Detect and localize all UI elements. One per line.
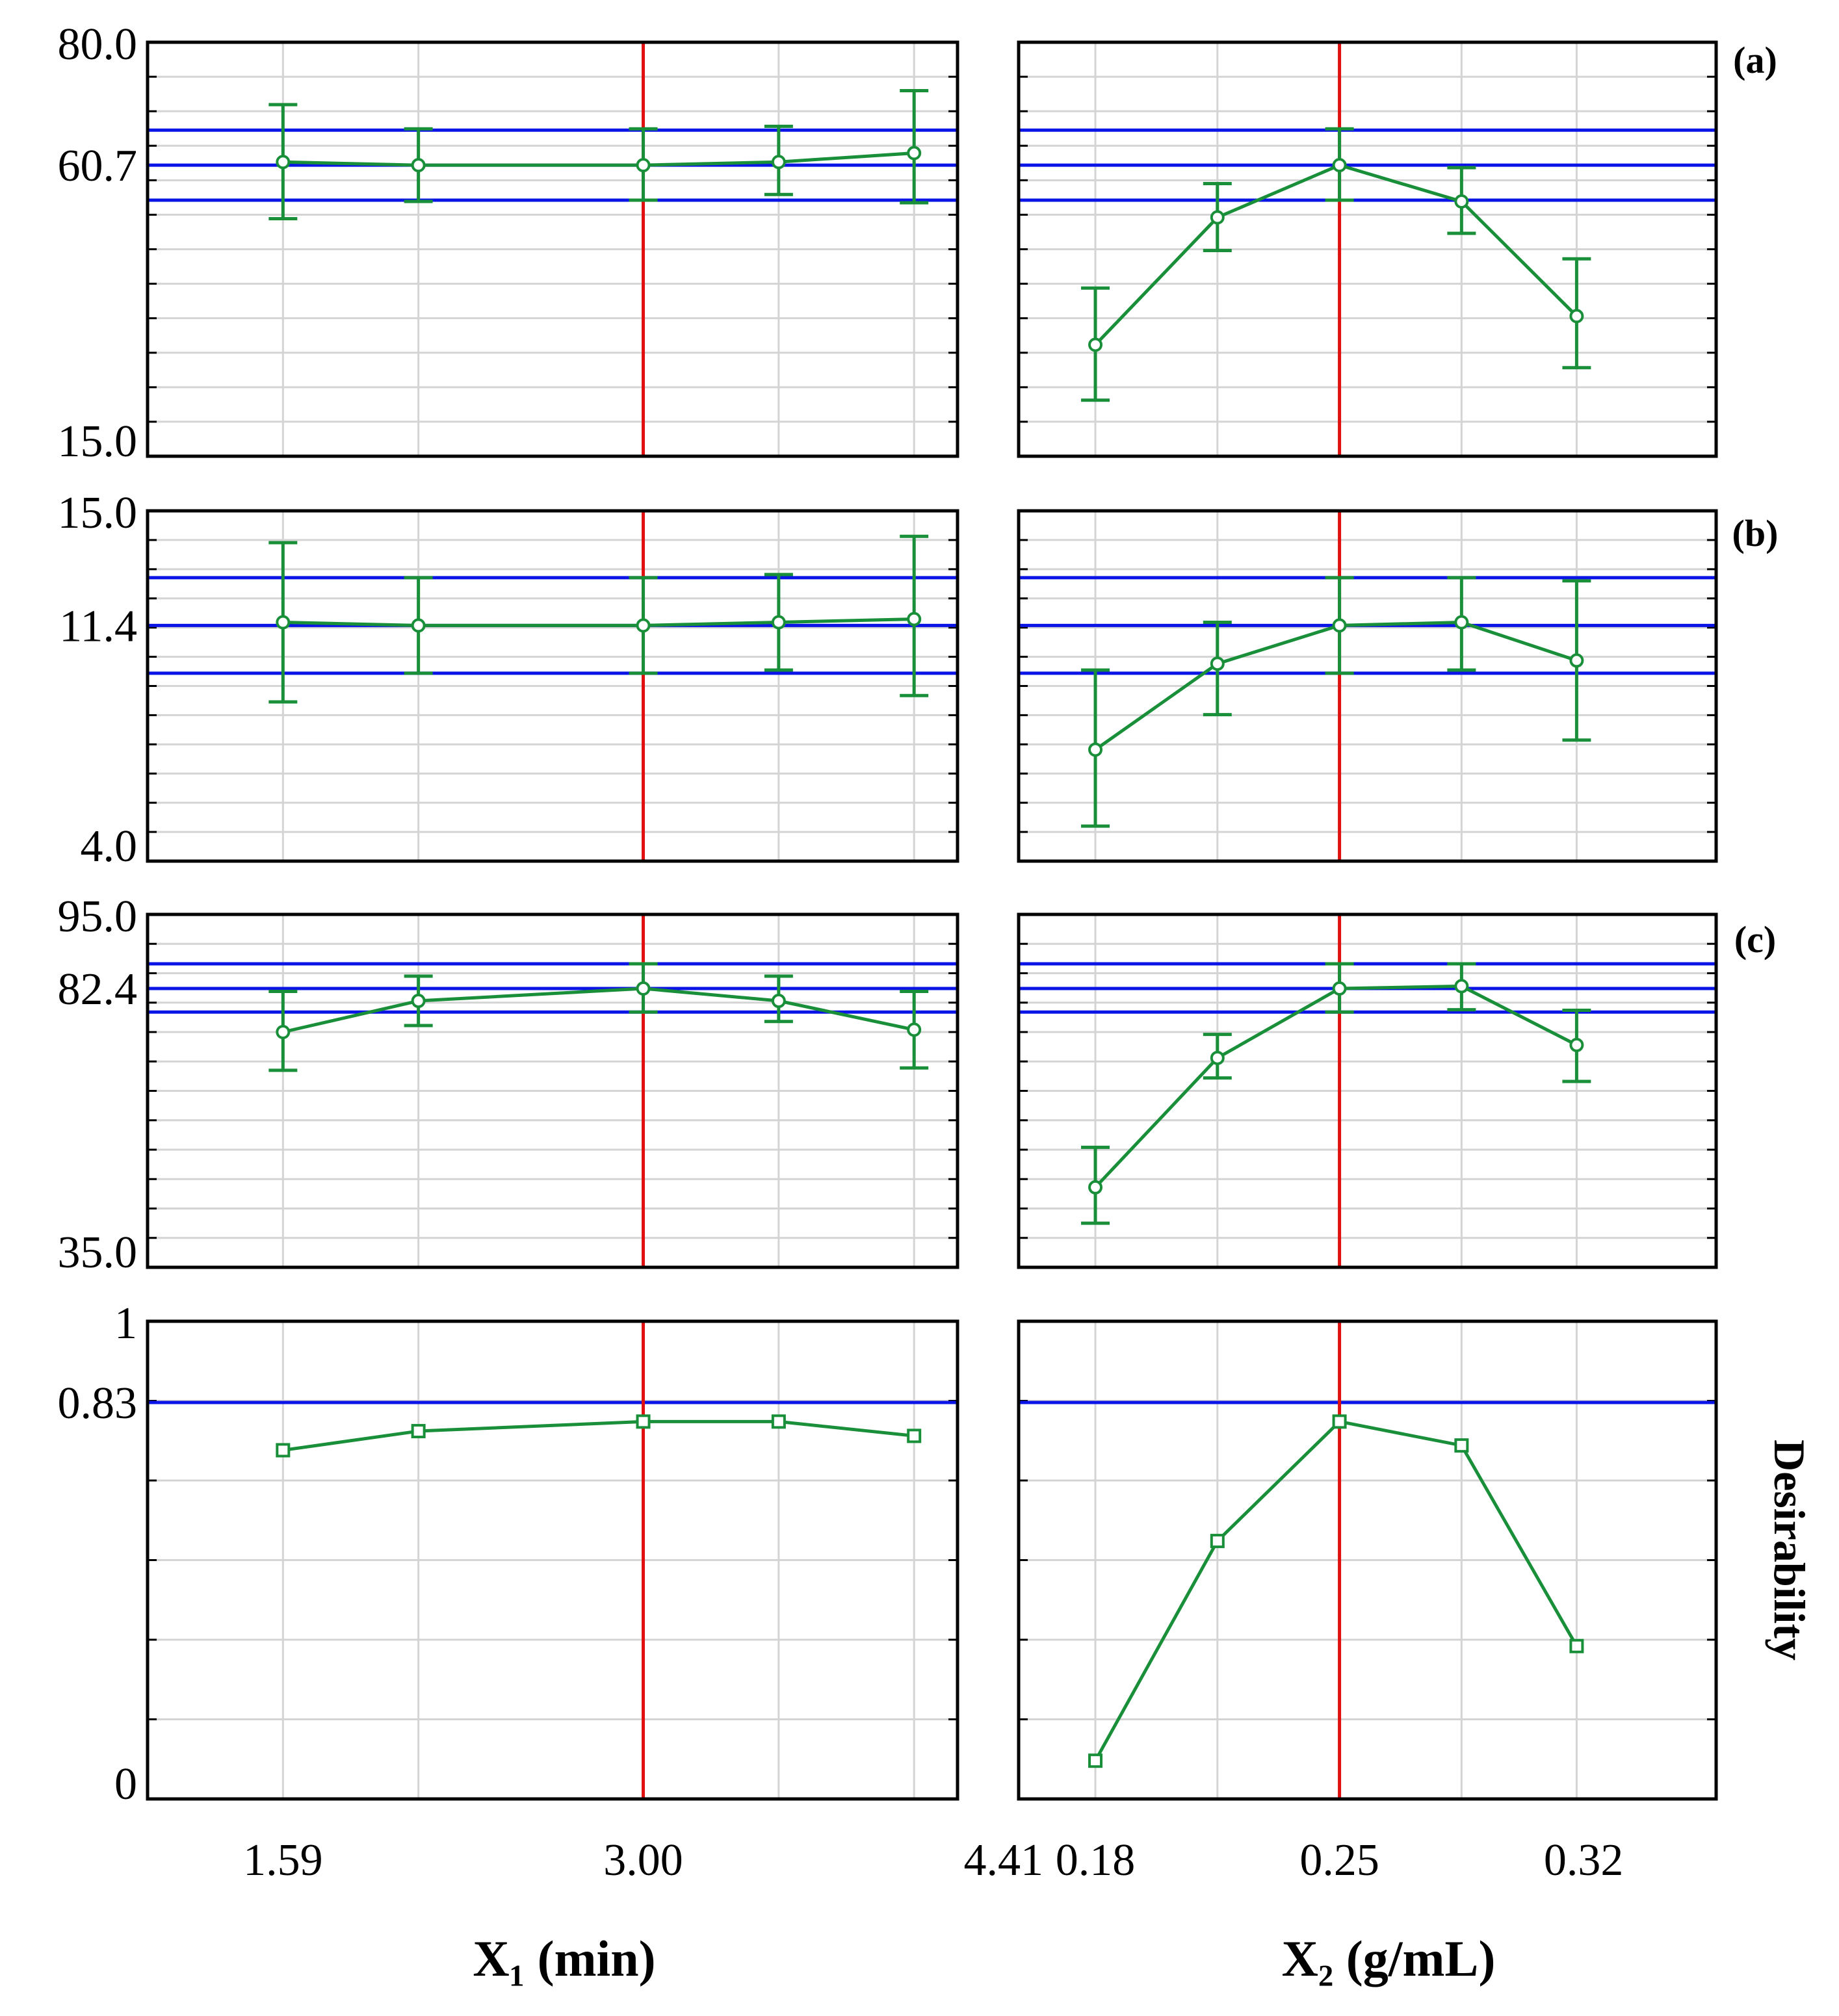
data-point: [1454, 1438, 1469, 1453]
plot-frame: [1017, 1319, 1718, 1801]
data-point: [636, 1414, 651, 1429]
x1-axis-title: X₁ (min): [473, 1930, 655, 1987]
series-line: [1093, 1419, 1578, 1762]
data-point: [1210, 1050, 1225, 1065]
y-tick-label: 0: [114, 1759, 137, 1809]
data-point: [276, 1443, 291, 1458]
panel-c-x1: 95.0 82.4 35.0: [58, 892, 959, 1278]
plot-frame: [1017, 912, 1718, 1269]
y-tick-label: 95.0: [58, 892, 138, 942]
plot-frame: [1017, 40, 1718, 458]
data-point: [636, 981, 651, 996]
y-tick-label: 15.0: [58, 488, 138, 538]
panel-b-x2: [1017, 509, 1718, 863]
y-tick-label: 1: [114, 1299, 137, 1349]
data-point: [1569, 309, 1584, 324]
panel-tag-c: (c): [1734, 918, 1776, 961]
data-point: [1210, 1534, 1225, 1549]
data-point: [1454, 194, 1469, 209]
panel-b-x1: 15.0 11.4 4.0: [58, 488, 959, 872]
data-point: [276, 1025, 291, 1039]
data-point: [1332, 618, 1347, 633]
data-point: [1088, 742, 1103, 757]
data-point: [1454, 615, 1469, 630]
data-point: [1332, 1414, 1347, 1429]
data-point: [636, 618, 651, 633]
y-tick-label: 4.0: [81, 821, 138, 872]
panel-desirability-x2: 0.18 0.25 0.32: [1017, 1319, 1718, 1885]
y-tick-label: 35.0: [58, 1228, 138, 1278]
data-point: [1210, 210, 1225, 225]
x-tick-label: 3.00: [603, 1835, 683, 1885]
panel-tag-a: (a): [1733, 39, 1777, 81]
y-tick-label: 11.4: [59, 601, 137, 651]
panel-a-x1: 80.0 60.7 15.0: [58, 19, 959, 467]
x-tick-label: 0.18: [1056, 1835, 1136, 1885]
x-tick-label: 1.59: [243, 1835, 323, 1885]
data-point: [1569, 653, 1584, 668]
y-tick-label: 0.83: [58, 1378, 138, 1428]
data-point: [1569, 1638, 1584, 1653]
panel-a-x2: [1017, 40, 1718, 458]
data-point: [771, 1414, 786, 1429]
panel-tag-b: (b): [1732, 512, 1779, 554]
plot-frame: [146, 40, 959, 458]
y-tick-label: 15.0: [58, 417, 138, 467]
data-point: [1332, 158, 1347, 173]
series-line: [282, 987, 915, 1034]
data-point: [771, 155, 786, 170]
data-point: [411, 994, 426, 1009]
x-tick-label: 0.32: [1544, 1835, 1624, 1885]
series-line: [283, 151, 915, 167]
data-point: [1569, 1037, 1584, 1052]
y-tick-label: 82.4: [58, 964, 138, 1014]
y-tick-label: 60.7: [58, 141, 138, 191]
plot-frame: [146, 1319, 959, 1801]
x2-axis-title: X₂ (g/mL): [1282, 1930, 1496, 1987]
plot-frame: [146, 509, 959, 863]
data-point: [636, 158, 651, 173]
data-point: [1088, 1180, 1103, 1195]
x-tick-label: 4.41: [964, 1835, 1044, 1885]
data-point: [411, 618, 426, 633]
panel-desirability-x1: 1 0.83 0 1.59 3.00 4.41: [58, 1299, 1044, 1885]
data-point: [1454, 979, 1469, 994]
x-tick-label: 0.25: [1299, 1835, 1379, 1885]
data-point: [1210, 656, 1225, 671]
series-line: [1094, 984, 1578, 1189]
plot-frame: [1017, 509, 1718, 863]
data-point: [907, 146, 922, 161]
data-point: [907, 1022, 922, 1037]
data-point: [771, 994, 786, 1009]
data-point: [1088, 1753, 1103, 1768]
panel-c-x2: [1017, 912, 1718, 1269]
data-point: [411, 1424, 426, 1439]
data-point: [771, 615, 786, 630]
data-point: [276, 155, 291, 170]
y-tick-label: 80.0: [58, 19, 138, 70]
plot-frame: [146, 912, 959, 1269]
data-point: [1332, 981, 1347, 996]
data-point: [1088, 337, 1103, 352]
desirability-side-label: Desirability: [1765, 1440, 1814, 1661]
series-line: [282, 1419, 915, 1452]
data-point: [907, 1428, 922, 1443]
data-point: [276, 615, 291, 630]
data-point: [411, 158, 426, 173]
data-point: [907, 612, 922, 627]
